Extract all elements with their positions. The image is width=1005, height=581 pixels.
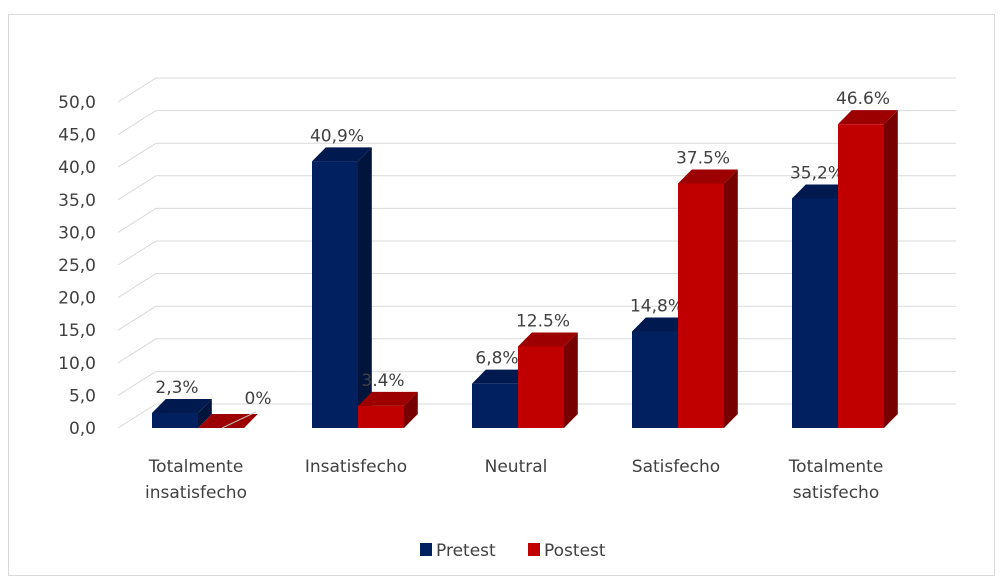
bar-pretest [792, 198, 838, 428]
bar-top-postest [838, 110, 898, 125]
bar-side-postest [564, 332, 578, 428]
gridline-depth [117, 403, 157, 429]
gridline-depth [117, 240, 157, 266]
bar-top-postest [518, 332, 578, 347]
data-label-postest: 37.5% [676, 149, 730, 169]
gridline-depth [117, 110, 157, 136]
bar-side-postest [404, 391, 418, 428]
bar-top-postest [198, 414, 258, 428]
x-category-label: Neutral [485, 457, 548, 477]
y-tick-label: 10,0 [58, 354, 96, 374]
bar-top-postest [678, 169, 738, 184]
y-tick-label: 50,0 [58, 93, 96, 113]
legend-swatch [420, 543, 432, 556]
data-label-postest: 0% [245, 389, 272, 409]
gridline-depth [117, 273, 157, 299]
x-category-label: insatisfecho [145, 483, 247, 503]
bar-top-pretest [152, 399, 212, 414]
y-tick-label: 15,0 [58, 321, 96, 341]
bar-pretest [152, 413, 198, 428]
bar-side-postest [884, 110, 898, 428]
bar-side-pretest [198, 399, 212, 428]
gridline-depth [117, 175, 157, 201]
data-label-pretest: 14,8% [630, 297, 684, 317]
x-category-label: Insatisfecho [305, 457, 407, 477]
bar-postest [678, 183, 724, 428]
bar-side-pretest [358, 147, 372, 428]
gridline-depth [117, 305, 157, 331]
gridline-depth [117, 207, 157, 233]
bar-top-postest [358, 391, 418, 406]
legend-label: Pretest [436, 541, 496, 561]
gridline-depth [117, 370, 157, 396]
bar-top-pretest [312, 147, 372, 162]
x-category-label: Totalmente [148, 457, 244, 477]
bar-postest [358, 405, 404, 428]
gridline-depth [117, 77, 157, 103]
y-tick-label: 0,0 [69, 419, 96, 439]
bar-pretest [312, 161, 358, 428]
gridline-depth [117, 338, 157, 364]
x-category-label: Totalmente [788, 457, 884, 477]
y-tick-label: 45,0 [58, 126, 96, 146]
data-label-pretest: 40,9% [310, 126, 364, 146]
bar-postest [518, 346, 564, 428]
gridline-depth [117, 142, 157, 168]
y-tick-label: 35,0 [58, 191, 96, 211]
y-tick-label: 30,0 [58, 223, 96, 243]
bar-top-pretest [632, 317, 692, 332]
data-label-postest: 12.5% [516, 312, 570, 332]
data-label-pretest: 35,2% [790, 163, 844, 183]
data-label-postest: 46.6% [836, 89, 890, 109]
leader-line-postest [221, 411, 257, 429]
x-category-label: satisfecho [793, 483, 880, 503]
data-label-pretest: 2,3% [155, 378, 198, 398]
data-label-postest: 3.4% [361, 371, 404, 391]
bar-postest [838, 124, 884, 428]
bar-pretest [632, 331, 678, 428]
bar-side-postest [724, 169, 738, 428]
y-tick-label: 20,0 [58, 289, 96, 309]
bar-top-pretest [472, 369, 532, 384]
y-tick-label: 40,0 [58, 158, 96, 178]
legend-label: Postest [544, 541, 606, 561]
bar-pretest [472, 383, 518, 428]
data-label-pretest: 6,8% [475, 349, 518, 369]
legend-swatch [528, 543, 540, 556]
y-tick-label: 5,0 [69, 386, 96, 406]
y-tick-label: 25,0 [58, 256, 96, 276]
x-category-label: Satisfecho [632, 457, 720, 477]
bar-top-pretest [792, 184, 852, 199]
